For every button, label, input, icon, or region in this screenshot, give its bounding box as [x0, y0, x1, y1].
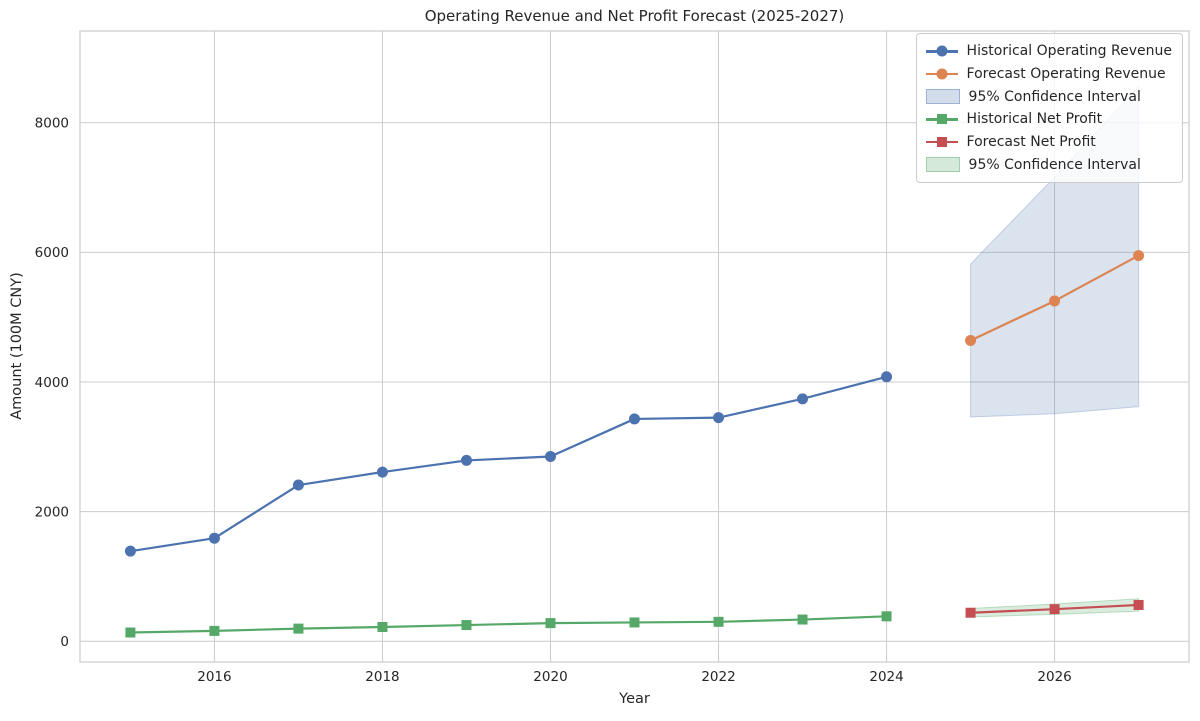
line-square-swatch-icon — [925, 135, 958, 149]
confidence-interval-swatch-icon — [925, 157, 960, 173]
line-square-swatch-icon — [925, 112, 958, 126]
series-line — [130, 375, 887, 553]
data-point-marker — [965, 335, 977, 347]
data-point-marker — [629, 413, 640, 425]
y-tick-label: 2000 — [35, 504, 69, 520]
data-point-marker — [545, 618, 556, 629]
x-tick-label: 2024 — [869, 669, 903, 685]
y-tick-label: 4000 — [35, 375, 69, 391]
x-tick-label: 2026 — [1037, 669, 1071, 685]
data-point-marker — [125, 627, 136, 638]
legend-item-label: Historical Operating Revenue — [966, 43, 1172, 60]
x-tick-label: 2018 — [365, 669, 399, 685]
legend-item-label: 95% Confidence Interval — [968, 156, 1141, 173]
legend-item-label: 95% Confidence Interval — [968, 88, 1141, 105]
data-point-marker — [881, 611, 892, 622]
data-point-marker — [293, 623, 304, 634]
legend-item: Forecast Operating Revenue — [925, 63, 1172, 86]
data-point-marker — [544, 451, 556, 463]
legend-item: Forecast Net Profit — [925, 131, 1172, 154]
legend: Historical Operating Revenue Forecast Ope… — [915, 33, 1183, 183]
data-point-marker — [629, 617, 640, 628]
data-point-marker — [965, 607, 976, 618]
data-point-marker — [713, 412, 725, 424]
y-tick-label: 8000 — [35, 116, 69, 132]
line-circle-swatch-icon — [925, 67, 958, 81]
y-tick-label: 6000 — [35, 245, 69, 261]
x-tick-label: 2016 — [197, 669, 231, 685]
plot-border — [79, 30, 1190, 663]
legend-item-label: Historical Net Profit — [966, 111, 1103, 128]
data-point-marker — [881, 371, 893, 383]
confidence-interval-swatch-icon — [925, 89, 960, 105]
series-line — [130, 615, 887, 634]
legend-item: Historical Operating Revenue — [925, 40, 1172, 63]
legend-item: Historical Net Profit — [925, 108, 1172, 131]
data-point-marker — [292, 479, 304, 491]
x-tick-label: 2020 — [533, 669, 567, 685]
legend-item: 95% Confidence Interval — [925, 153, 1172, 176]
data-point-marker — [1049, 604, 1060, 615]
legend-item-label: Forecast Operating Revenue — [966, 66, 1166, 82]
legend-item: 95% Confidence Interval — [925, 85, 1172, 108]
chart-title: Operating Revenue and Net Profit Forecas… — [424, 7, 845, 25]
line-circle-swatch-icon — [925, 44, 958, 58]
data-point-marker — [1049, 295, 1061, 307]
data-point-marker — [797, 614, 808, 625]
data-point-marker — [209, 625, 220, 636]
data-point-marker — [208, 532, 220, 544]
data-point-marker — [460, 454, 472, 466]
data-point-marker — [124, 545, 136, 557]
data-point-marker — [713, 616, 724, 627]
legend-item-label: Forecast Net Profit — [966, 134, 1096, 151]
y-tick-label: 0 — [60, 634, 69, 650]
data-point-marker — [377, 621, 388, 632]
data-point-marker — [797, 393, 809, 405]
data-point-marker — [1133, 250, 1145, 262]
x-axis-label: Year — [619, 691, 650, 707]
x-tick-label: 2022 — [701, 669, 735, 685]
data-point-marker — [376, 466, 388, 478]
data-point-marker — [1133, 599, 1144, 610]
data-point-marker — [461, 620, 472, 631]
